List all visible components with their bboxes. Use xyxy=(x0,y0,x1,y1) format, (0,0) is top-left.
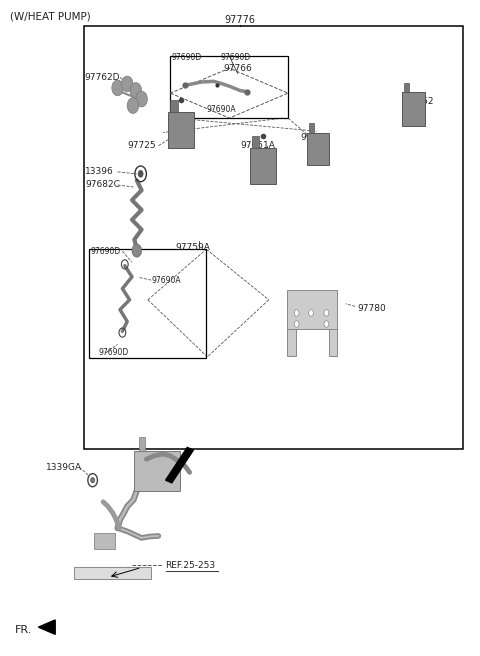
Bar xyxy=(74,567,151,579)
Bar xyxy=(404,83,409,92)
Bar xyxy=(94,533,115,549)
Text: 97780: 97780 xyxy=(358,304,386,313)
Bar xyxy=(170,100,178,112)
Circle shape xyxy=(309,310,313,316)
Text: REF.25-253: REF.25-253 xyxy=(166,561,216,570)
Bar xyxy=(307,133,329,165)
Circle shape xyxy=(324,321,329,327)
Bar xyxy=(139,437,145,451)
Circle shape xyxy=(130,83,142,98)
Bar xyxy=(252,136,259,148)
Text: 97766: 97766 xyxy=(223,64,252,73)
Text: 1339GA: 1339GA xyxy=(46,462,82,472)
Polygon shape xyxy=(166,447,193,483)
Text: 97252: 97252 xyxy=(406,97,434,106)
Text: 97682C: 97682C xyxy=(85,180,120,190)
Text: 97690A: 97690A xyxy=(206,105,236,114)
Bar xyxy=(168,112,194,148)
Circle shape xyxy=(324,310,329,316)
Text: 97776: 97776 xyxy=(225,14,255,25)
Text: 97762D: 97762D xyxy=(84,73,120,82)
Bar xyxy=(287,329,296,356)
Text: 97690D: 97690D xyxy=(172,52,202,62)
Text: (W/HEAT PUMP): (W/HEAT PUMP) xyxy=(10,11,90,22)
Text: 13396: 13396 xyxy=(85,167,114,176)
Bar xyxy=(134,451,180,491)
Text: 97051A: 97051A xyxy=(240,141,275,150)
Text: 97759A: 97759A xyxy=(175,243,210,253)
Text: 97725: 97725 xyxy=(127,141,156,150)
Bar xyxy=(89,249,206,358)
Text: 99271: 99271 xyxy=(300,133,329,142)
Bar xyxy=(84,26,463,449)
Circle shape xyxy=(294,310,299,316)
Bar xyxy=(329,329,337,356)
Circle shape xyxy=(138,171,143,177)
Circle shape xyxy=(294,321,299,327)
Circle shape xyxy=(91,478,95,483)
Circle shape xyxy=(121,76,133,92)
Circle shape xyxy=(136,91,147,107)
Text: 97690D: 97690D xyxy=(98,348,129,358)
Circle shape xyxy=(127,98,139,113)
Bar xyxy=(170,56,288,118)
Bar xyxy=(402,92,425,126)
Circle shape xyxy=(132,244,142,257)
Polygon shape xyxy=(38,620,55,634)
Bar xyxy=(287,290,337,329)
Text: 97690D: 97690D xyxy=(90,247,120,256)
Text: 97690A: 97690A xyxy=(151,276,181,285)
Bar xyxy=(250,148,276,184)
Circle shape xyxy=(112,80,123,96)
Bar xyxy=(309,123,314,133)
Text: 97690D: 97690D xyxy=(221,52,251,62)
Text: FR.: FR. xyxy=(14,625,32,635)
